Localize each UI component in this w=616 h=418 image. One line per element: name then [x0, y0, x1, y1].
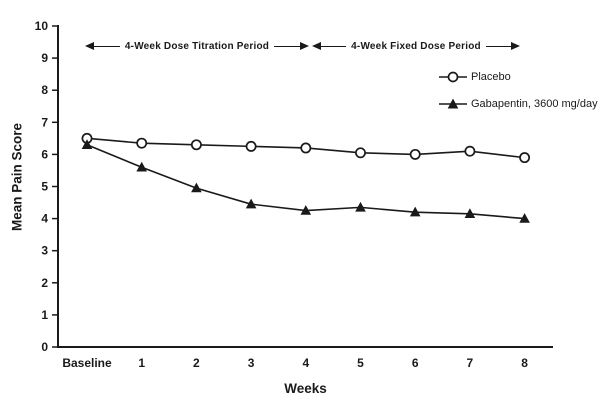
- filled-triangle-marker-icon: [439, 98, 467, 109]
- legend-item-gabapentin: Gabapentin, 3600 mg/day: [438, 97, 598, 111]
- y-axis-title: Mean Pain Score: [9, 122, 25, 232]
- open-circle-marker-icon: [439, 71, 467, 83]
- svg-text:7: 7: [467, 356, 474, 370]
- svg-text:5: 5: [357, 356, 364, 370]
- right-arrowhead-icon: [300, 42, 309, 50]
- svg-text:4: 4: [41, 212, 48, 226]
- dose-titration-period-annotation: 4-Week Dose Titration Period: [85, 39, 309, 53]
- svg-text:3: 3: [248, 356, 255, 370]
- svg-text:6: 6: [41, 147, 48, 161]
- arrow-line: [321, 45, 347, 47]
- right-arrowhead-icon: [511, 42, 521, 50]
- svg-text:1: 1: [41, 308, 48, 322]
- fixed-dose-period-annotation: 4-Week Fixed Dose Period: [312, 39, 521, 53]
- svg-text:8: 8: [521, 356, 528, 370]
- legend: Placebo Gabapentin, 3600 mg/day: [438, 70, 598, 124]
- x-axis-title: Weeks: [284, 381, 327, 396]
- svg-text:2: 2: [41, 276, 48, 290]
- left-arrowhead-icon: [312, 42, 321, 50]
- svg-text:3: 3: [41, 244, 48, 258]
- svg-text:Baseline: Baseline: [62, 356, 112, 370]
- svg-text:7: 7: [41, 115, 48, 129]
- svg-text:10: 10: [35, 19, 49, 33]
- svg-text:1: 1: [138, 356, 145, 370]
- svg-text:6: 6: [412, 356, 419, 370]
- svg-text:2: 2: [193, 356, 200, 370]
- legend-label-gabapentin: Gabapentin, 3600 mg/day: [471, 98, 598, 110]
- left-arrowhead-icon: [85, 42, 94, 50]
- svg-text:4: 4: [302, 356, 309, 370]
- fixed-dose-period-label: 4-Week Fixed Dose Period: [351, 40, 481, 52]
- svg-text:9: 9: [41, 51, 48, 65]
- svg-text:0: 0: [41, 340, 48, 354]
- svg-text:8: 8: [41, 83, 48, 97]
- arrow-line: [94, 45, 120, 47]
- arrow-line: [485, 45, 512, 47]
- legend-item-placebo: Placebo: [438, 70, 598, 84]
- legend-label-placebo: Placebo: [471, 71, 511, 83]
- arrow-line: [274, 45, 300, 47]
- svg-text:5: 5: [41, 180, 48, 194]
- dose-titration-period-label: 4-Week Dose Titration Period: [124, 40, 270, 52]
